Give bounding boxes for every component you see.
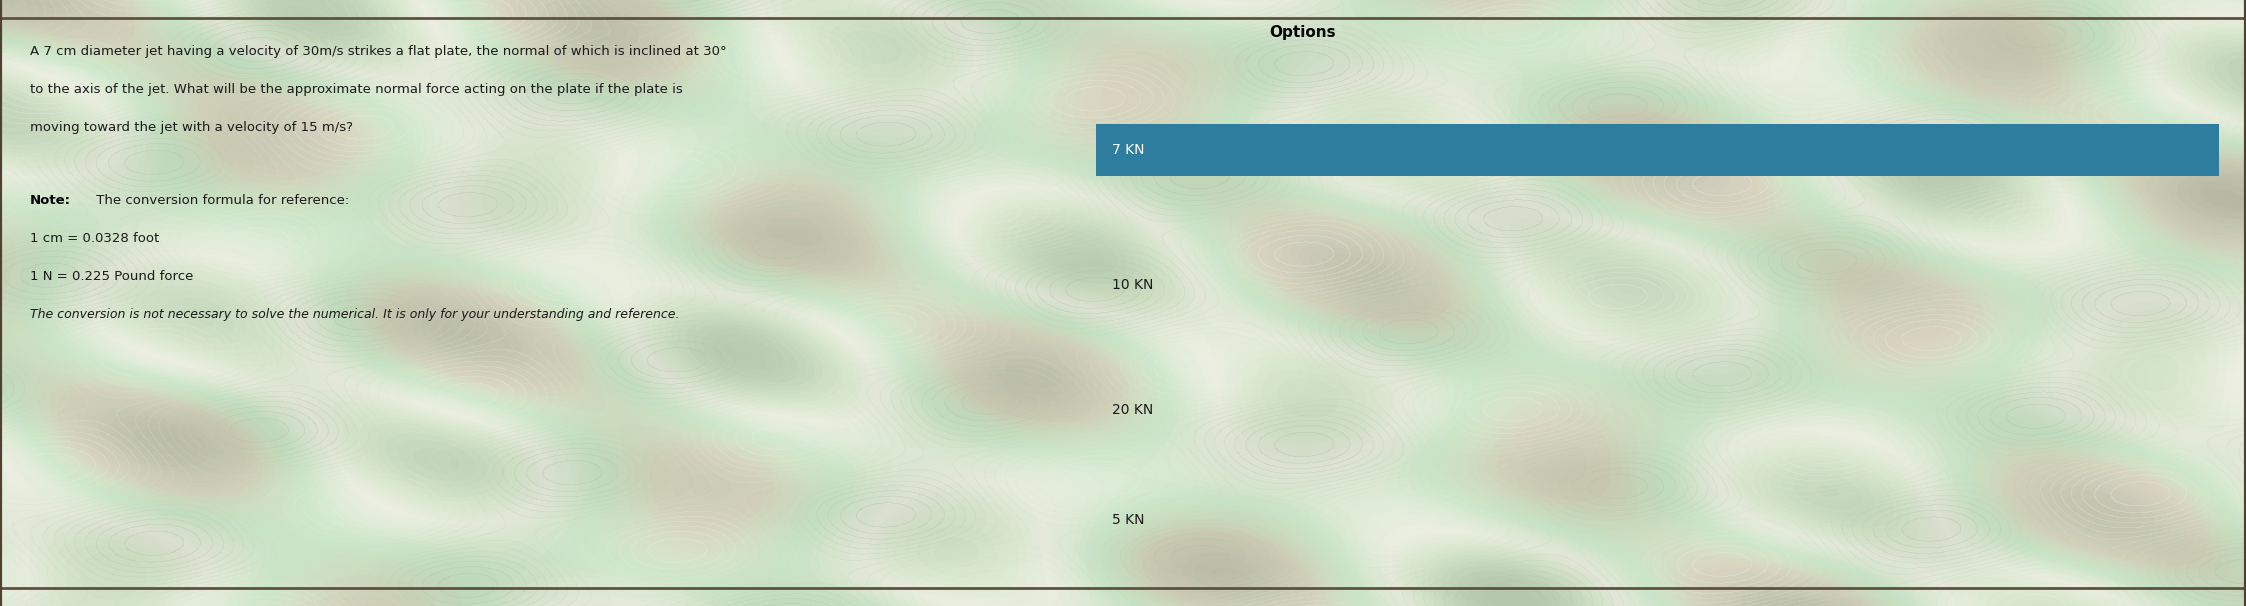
Text: to the axis of the jet. What will be the approximate normal force acting on the : to the axis of the jet. What will be the… <box>29 83 683 96</box>
Text: 7 KN: 7 KN <box>1112 143 1143 157</box>
Text: 1 cm = 0.0328 foot: 1 cm = 0.0328 foot <box>29 232 159 245</box>
Text: Note:: Note: <box>29 194 72 207</box>
Text: 5 KN: 5 KN <box>1112 513 1143 527</box>
Text: 20 KN: 20 KN <box>1112 403 1152 417</box>
Text: The conversion formula for reference:: The conversion formula for reference: <box>92 194 348 207</box>
Text: 10 KN: 10 KN <box>1112 278 1152 292</box>
FancyBboxPatch shape <box>1096 124 2219 176</box>
Text: The conversion is not necessary to solve the numerical. It is only for your unde: The conversion is not necessary to solve… <box>29 308 681 321</box>
Text: Options: Options <box>1269 25 1336 40</box>
Text: moving toward the jet with a velocity of 15 m/s?: moving toward the jet with a velocity of… <box>29 121 353 134</box>
Text: A 7 cm diameter jet having a velocity of 30m/s strikes a flat plate, the normal : A 7 cm diameter jet having a velocity of… <box>29 45 728 58</box>
Text: 1 N = 0.225 Pound force: 1 N = 0.225 Pound force <box>29 270 193 283</box>
